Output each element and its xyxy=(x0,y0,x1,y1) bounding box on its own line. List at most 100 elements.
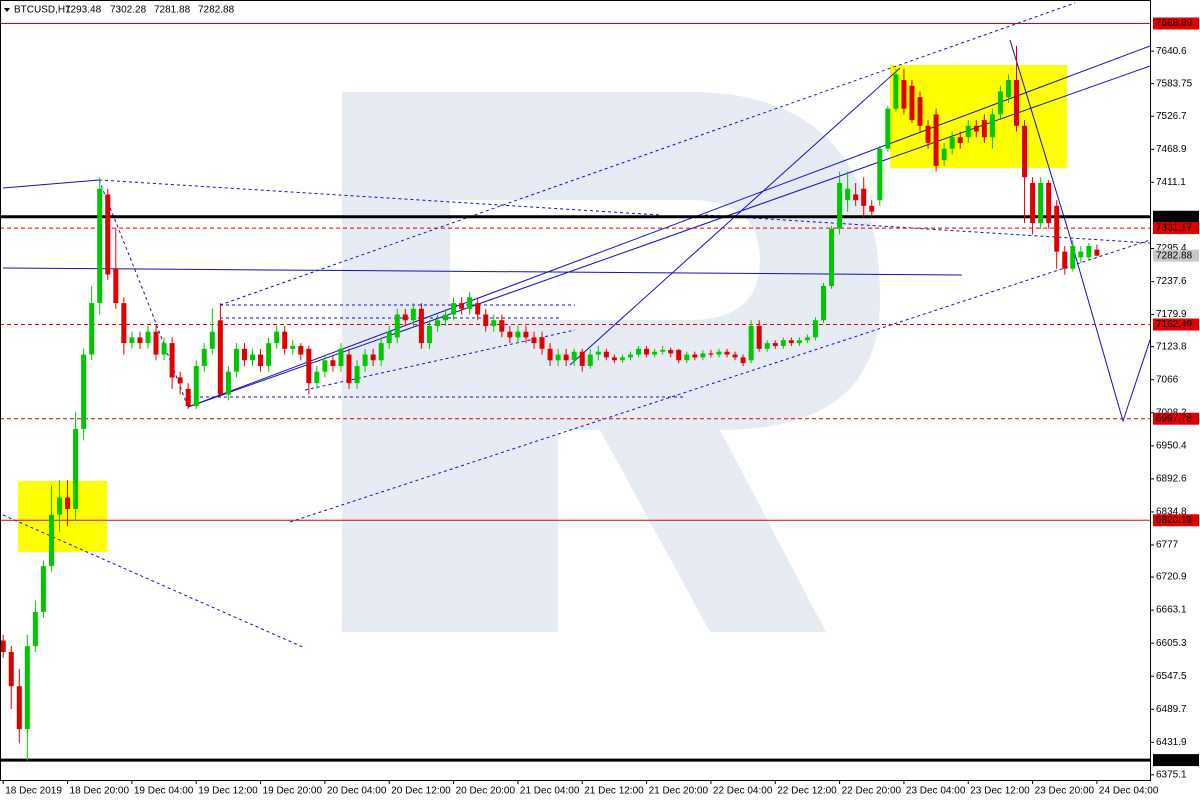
axis-layer: 7640.6 7583.75 7526.7 7468.9 7411.1 7295.4 723… xyxy=(2,17,1199,797)
candle-body xyxy=(434,320,440,326)
candle-body xyxy=(362,354,368,366)
candle-body xyxy=(8,651,14,687)
candle-body xyxy=(330,360,336,366)
candle-body xyxy=(933,114,939,166)
candle-body xyxy=(700,353,706,358)
trend-line xyxy=(187,65,1151,408)
candle-body xyxy=(32,611,38,647)
candle-body xyxy=(764,343,770,349)
candle-body xyxy=(201,348,207,366)
candle-body xyxy=(885,108,891,149)
candle-body xyxy=(877,148,883,201)
candle-body xyxy=(129,337,135,344)
x-tick-label: 21 Dec 04:00 xyxy=(520,786,580,797)
candle-body xyxy=(716,351,722,355)
candle-body xyxy=(555,354,561,361)
candle-body xyxy=(965,125,971,138)
channel-line xyxy=(704,214,1151,244)
y-tick-label: 7123.8 xyxy=(1156,341,1187,352)
candle-body xyxy=(676,349,682,361)
y-tick-label: 7583.75 xyxy=(1156,78,1193,89)
candle-body xyxy=(957,137,963,143)
candle-body xyxy=(636,348,642,355)
candle-body xyxy=(105,194,111,275)
x-tick-label: 22 Dec 20:00 xyxy=(842,786,902,797)
candle-body xyxy=(443,314,449,321)
candle-body xyxy=(981,120,987,138)
trend-line xyxy=(187,45,1151,408)
candle-body xyxy=(837,182,843,229)
candle-body xyxy=(24,646,30,730)
y-tick-label: 7066 xyxy=(1156,374,1179,385)
candle-body xyxy=(611,357,617,361)
candle-body xyxy=(137,337,143,344)
candle-body xyxy=(941,148,947,161)
candle-body xyxy=(161,343,167,355)
ohlc-low: 7281.88 xyxy=(154,5,191,16)
trend-line xyxy=(2,267,963,276)
candle-body xyxy=(652,351,658,355)
candle-body xyxy=(225,371,231,395)
x-tick-label: 20 Dec 20:00 xyxy=(456,786,516,797)
y-tick-label: 6720.9 xyxy=(1156,572,1187,583)
x-tick-label: 23 Dec 04:00 xyxy=(906,786,966,797)
level-label-box xyxy=(1153,412,1199,425)
candle-body xyxy=(298,345,304,355)
channel-line xyxy=(219,2,1076,306)
candle-body xyxy=(740,357,746,364)
x-tick-label: 18 Dec 20:00 xyxy=(70,786,130,797)
candle-body xyxy=(893,74,899,109)
zone-box xyxy=(18,481,107,552)
candle-body xyxy=(65,497,71,509)
y-tick-label: 6892.6 xyxy=(1156,474,1187,485)
candle-body xyxy=(909,85,915,121)
candle-body xyxy=(499,320,505,332)
candle-body xyxy=(1062,251,1068,269)
candle-body xyxy=(925,125,931,143)
candle-body xyxy=(402,314,408,321)
forecast-line xyxy=(1009,39,1151,423)
candle-body xyxy=(780,340,786,346)
candle-body xyxy=(322,360,328,372)
candle-body xyxy=(820,285,826,321)
candle-body xyxy=(531,337,537,344)
candle-body xyxy=(917,97,923,126)
candle-body xyxy=(619,357,625,361)
y-tick-label: 6605.3 xyxy=(1156,638,1187,649)
candle-body xyxy=(467,297,473,309)
y-tick-label: 6663.1 xyxy=(1156,605,1187,616)
candle-body xyxy=(73,428,79,509)
level-label: 7350.91 xyxy=(1156,211,1193,222)
candle-body xyxy=(426,325,432,344)
level-label-box xyxy=(1153,17,1199,30)
candle-body xyxy=(756,325,762,349)
level-label: 6400.82 xyxy=(1156,755,1193,766)
candle-body xyxy=(772,343,778,346)
candle-body xyxy=(1070,245,1076,269)
candle-body xyxy=(973,125,979,132)
candle-body xyxy=(732,354,738,358)
x-tick-label: 22 Dec 12:00 xyxy=(777,786,837,797)
candle-body xyxy=(451,303,457,315)
y-tick-label: 6489.7 xyxy=(1156,704,1187,715)
y-tick-label: 6834.8 xyxy=(1156,507,1187,518)
x-tick-label: 19 Dec 20:00 xyxy=(263,786,323,797)
ohlc-open: 7293.48 xyxy=(65,5,102,16)
y-tick-label: 7179.9 xyxy=(1156,309,1187,320)
channel-line xyxy=(98,179,661,216)
candle-body xyxy=(788,340,794,344)
candle-body xyxy=(378,343,384,361)
candle-body xyxy=(314,371,320,384)
candle-body xyxy=(668,349,674,354)
candle-body xyxy=(290,345,296,349)
candle-body xyxy=(1086,245,1092,258)
candle-body xyxy=(40,566,46,612)
x-tick-label: 18 Dec 2019 xyxy=(5,786,62,797)
candle-body xyxy=(507,331,513,338)
candle-body xyxy=(869,205,875,212)
x-tick-label: 23 Dec 20:00 xyxy=(1035,786,1095,797)
y-tick-label: 6375.1 xyxy=(1156,769,1187,780)
channel-line xyxy=(289,239,1151,523)
y-tick-label: 6777 xyxy=(1156,540,1179,551)
candle-body xyxy=(370,354,376,361)
